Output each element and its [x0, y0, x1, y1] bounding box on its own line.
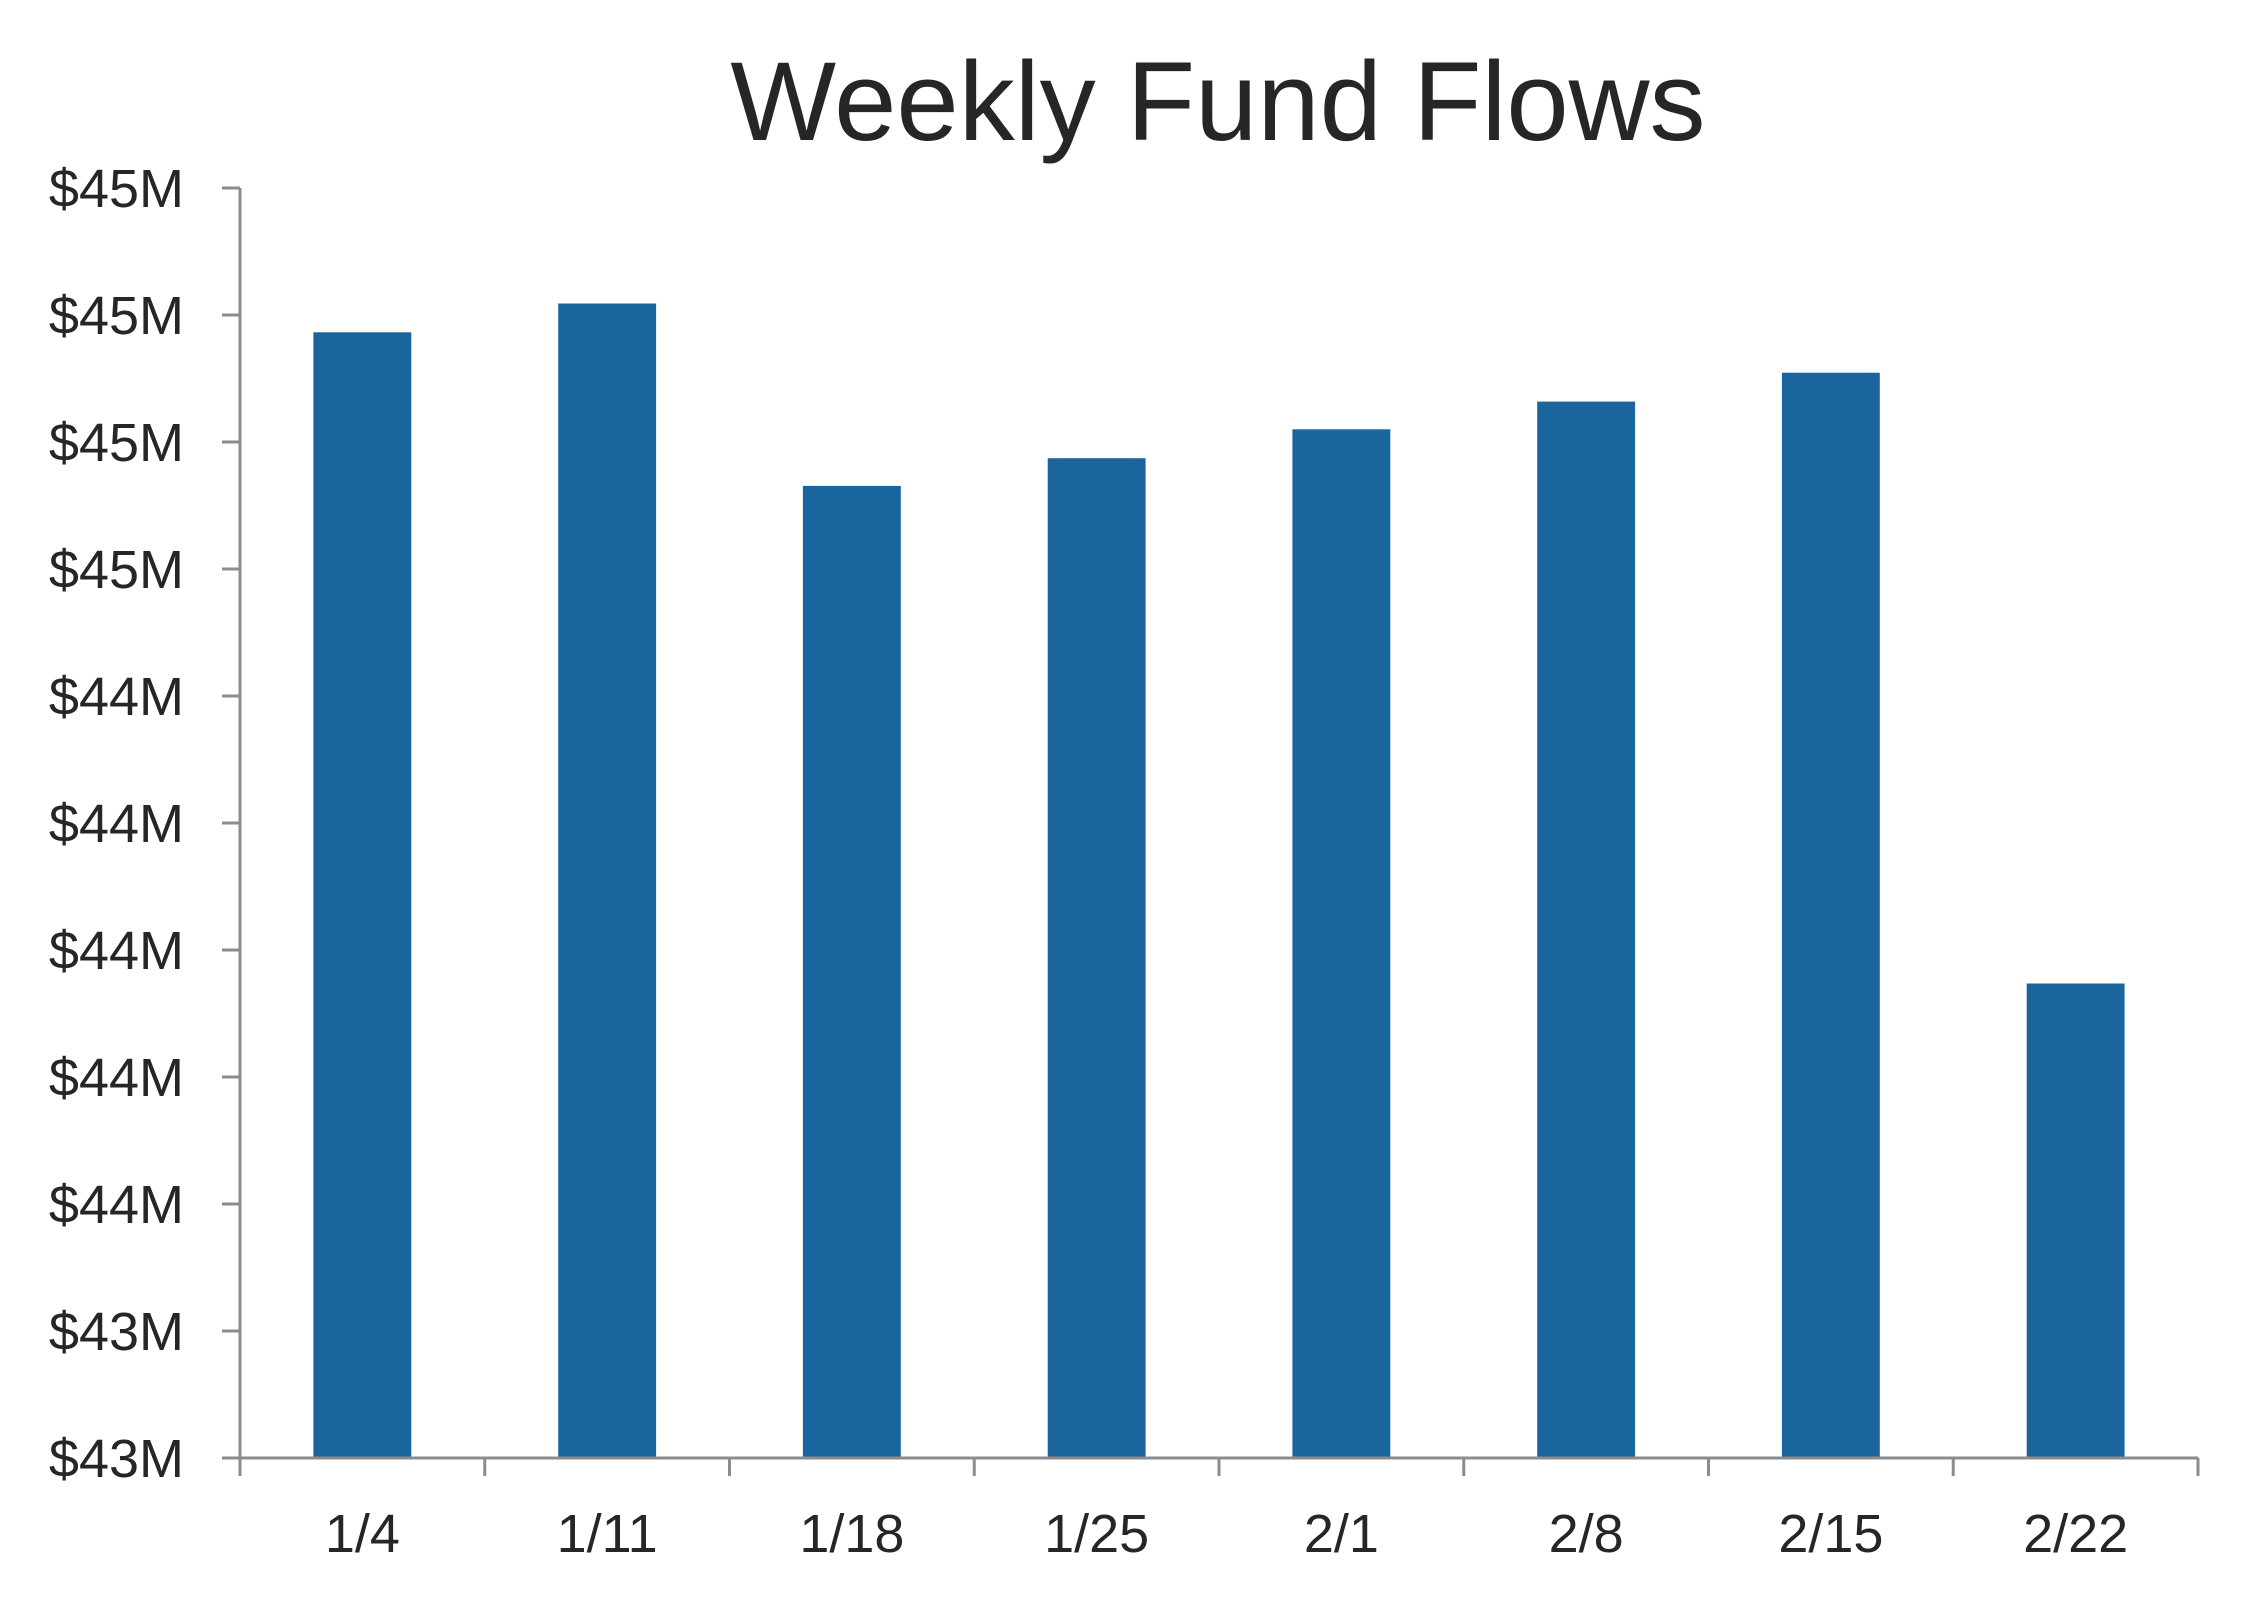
y-tick-label: $44M — [49, 921, 184, 981]
y-tick-label: $43M — [49, 1302, 184, 1362]
x-tick-label: 1/25 — [1044, 1504, 1149, 1564]
bar-1-4 — [313, 332, 412, 1458]
bar-1-18 — [802, 485, 901, 1458]
bars-layer — [313, 303, 2125, 1459]
y-tick-label: $45M — [49, 159, 184, 219]
x-tick-label: 1/11 — [557, 1504, 658, 1564]
y-tick-label: $45M — [49, 286, 184, 346]
y-tick-label: $44M — [49, 794, 184, 854]
x-tick-label: 2/8 — [1549, 1504, 1624, 1564]
y-tick-label: $43M — [49, 1429, 184, 1489]
y-tick-label: $45M — [49, 413, 184, 473]
x-tick-label: 1/4 — [325, 1504, 400, 1564]
axes-layer — [222, 186, 2200, 1476]
x-tick-label: 1/18 — [799, 1504, 904, 1564]
bar-1-11 — [558, 303, 657, 1458]
bar-2-8 — [1537, 401, 1636, 1459]
bar-2-1 — [1292, 429, 1391, 1458]
y-tick-label: $44M — [49, 1175, 184, 1235]
y-tick-label: $44M — [49, 667, 184, 727]
chart-title: Weekly Fund Flows — [730, 39, 1705, 164]
x-tick-label: 2/15 — [1778, 1504, 1883, 1564]
bar-2-15 — [1781, 372, 1880, 1459]
bar-2-22 — [2026, 983, 2125, 1458]
y-tick-label: $44M — [49, 1048, 184, 1108]
x-tick-label: 2/22 — [2023, 1504, 2128, 1564]
x-tick-label: 2/1 — [1304, 1504, 1379, 1564]
y-tick-label: $45M — [49, 540, 184, 600]
labels-layer: $43M $43M $44M $44M $44M $44M $44M $45M $45M $45M… — [49, 159, 2128, 1564]
bar-1-25 — [1047, 458, 1146, 1458]
